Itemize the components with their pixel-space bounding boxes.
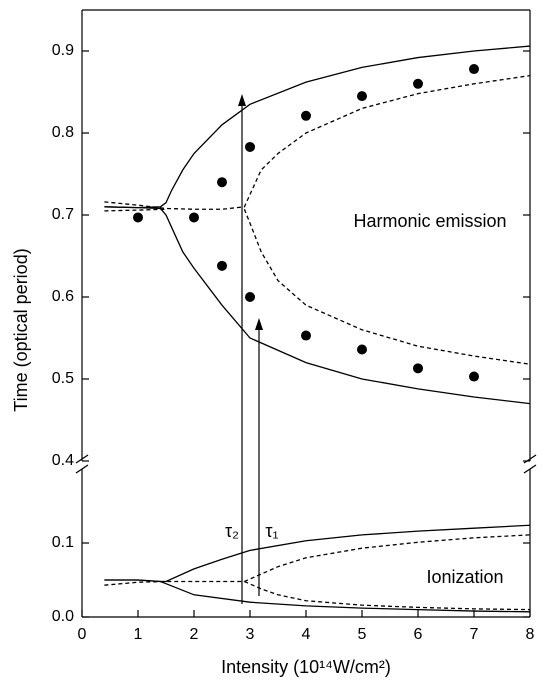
axis-break	[75, 454, 89, 464]
curve	[104, 206, 531, 405]
y-tick-label: 0.7	[52, 206, 74, 223]
y-tick-label: 0.8	[52, 124, 74, 141]
data-point	[413, 78, 423, 89]
curve	[104, 579, 531, 613]
x-axis-label: Intensity (10¹⁴W/cm²)	[221, 657, 391, 677]
y-tick-label: 0.0	[52, 608, 74, 625]
x-tick-label: 1	[134, 626, 143, 643]
data-point	[133, 212, 143, 223]
data-point	[245, 292, 255, 302]
curve	[244, 580, 531, 611]
y-tick-label: 0.1	[52, 534, 74, 551]
annotation: τ₂	[225, 521, 239, 541]
y-tick-label: 0.5	[52, 370, 74, 387]
arrow-tau1-head	[255, 318, 263, 330]
annotation: Ionization	[426, 567, 503, 587]
y-axis-label: Time (optical period)	[11, 248, 31, 411]
y-tick-label: 0.9	[52, 42, 74, 59]
curve	[104, 74, 531, 210]
x-tick-label: 0	[78, 626, 87, 643]
data-point	[357, 344, 367, 355]
data-point	[217, 260, 227, 271]
x-tick-label: 4	[302, 626, 311, 643]
axis-break	[523, 454, 537, 464]
data-point	[357, 91, 367, 102]
data-point	[301, 330, 311, 341]
axis-break	[75, 464, 89, 474]
data-point	[245, 141, 255, 152]
x-tick-label: 3	[246, 626, 255, 643]
arrow-tau2-head	[238, 94, 246, 106]
curve	[104, 45, 531, 209]
x-tick-label: 7	[470, 626, 479, 643]
data-point	[469, 371, 479, 382]
data-point	[301, 110, 311, 121]
curve	[104, 208, 167, 212]
x-tick-label: 2	[190, 626, 199, 643]
data-point	[189, 212, 199, 223]
y-tick-label: 0.4	[52, 452, 74, 469]
y-tick-label: 0.6	[52, 288, 74, 305]
annotation: Harmonic emission	[353, 211, 506, 231]
x-tick-label: 6	[414, 626, 423, 643]
data-point	[469, 64, 479, 75]
x-tick-label: 5	[358, 626, 367, 643]
data-point	[217, 177, 227, 188]
curve	[243, 209, 531, 365]
data-point	[413, 363, 423, 374]
axis-break	[523, 464, 537, 474]
annotation: τ₁	[265, 521, 278, 541]
x-tick-label: 8	[526, 626, 535, 643]
